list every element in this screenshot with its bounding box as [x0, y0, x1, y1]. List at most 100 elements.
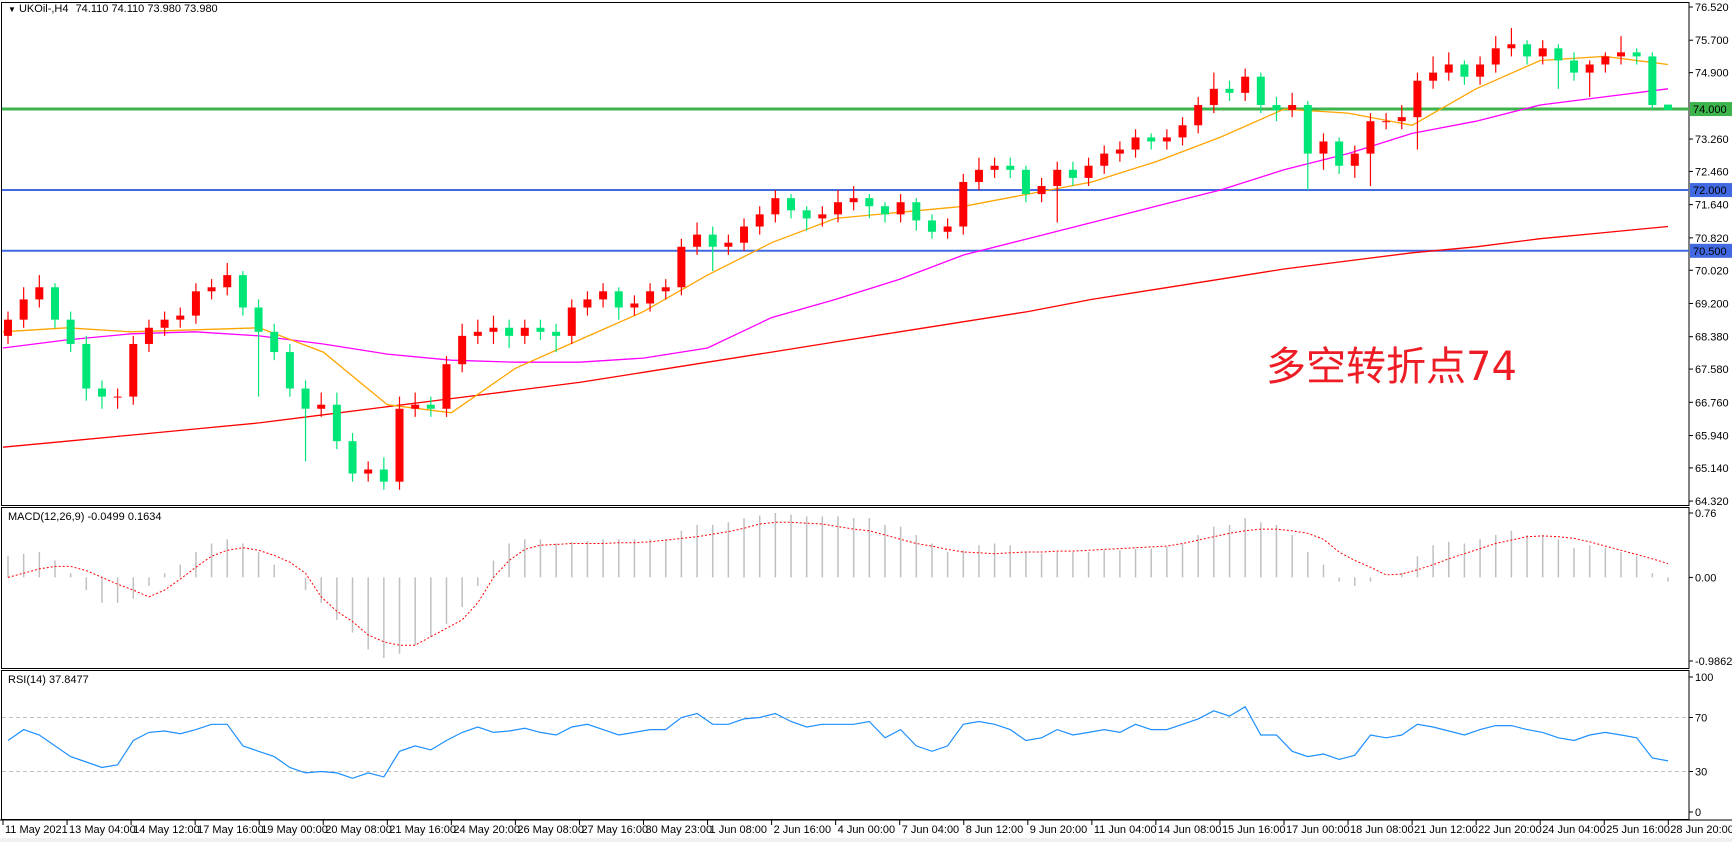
candle-body: [458, 335, 467, 365]
time-tick-label: 14 May 12:00: [133, 824, 200, 836]
candle-body: [1131, 137, 1140, 150]
candle-body: [97, 388, 106, 397]
candle-body: [1272, 105, 1281, 110]
candle-body: [943, 226, 952, 232]
price-tick-label: 64.320: [1695, 496, 1729, 508]
price-tick-label: 76.520: [1695, 2, 1729, 14]
time-tick-label: 17 Jun 00:00: [1286, 824, 1350, 836]
price-tick-label: 65.940: [1695, 430, 1729, 442]
time-tick-label: 15 Jun 16:00: [1222, 824, 1286, 836]
candle-body: [536, 327, 545, 332]
candle-body: [1037, 186, 1046, 195]
rsi-line: [7, 705, 1669, 779]
candle-body: [520, 327, 529, 336]
candle-body: [802, 210, 811, 219]
candle-body: [771, 198, 780, 215]
candle-body: [191, 291, 200, 316]
candle-body: [1350, 153, 1359, 166]
time-tick-label: 30 May 23:00: [646, 824, 713, 836]
price-tick-label: 68.380: [1695, 332, 1729, 344]
time-tick-label: 4 Jun 00:00: [838, 824, 896, 836]
level-price-label: 70.500: [1693, 246, 1727, 258]
price-tick-label: 65.140: [1695, 463, 1729, 475]
candle-body: [35, 287, 44, 300]
candle-body: [755, 214, 764, 227]
candle-body: [1147, 137, 1156, 142]
candle-body: [50, 287, 59, 320]
candle-body: [66, 319, 75, 344]
triangle-down-icon[interactable]: ▼: [8, 5, 16, 14]
candle-body: [834, 202, 842, 215]
candle-body: [1664, 104, 1672, 110]
candle-body: [677, 246, 686, 288]
candle-body: [1006, 165, 1015, 170]
ohlc-readout: 74.110 74.110 73.980 73.980: [75, 3, 218, 15]
candle-body: [1476, 64, 1485, 77]
candle-body: [332, 404, 341, 442]
time-tick-label: 20 May 08:00: [325, 824, 392, 836]
candle-body: [254, 307, 263, 332]
candle-body: [787, 198, 796, 211]
macd-tick-label: -0.9862: [1695, 656, 1732, 668]
moving-average-slow: [2, 225, 1669, 448]
candle-body: [1648, 56, 1657, 106]
candle-body: [1444, 64, 1453, 73]
time-tick-label: 25 Jun 16:00: [1606, 824, 1670, 836]
candle-body: [865, 198, 874, 207]
price-tick-label: 72.460: [1695, 166, 1729, 178]
time-tick-label: 27 May 16:00: [581, 824, 648, 836]
time-tick-label: 11 Jun 04:00: [1094, 824, 1157, 836]
candle-body: [238, 275, 247, 308]
candle-body: [442, 364, 451, 409]
candle-body: [1084, 165, 1093, 178]
candle-body: [285, 352, 294, 389]
rsi-tick-label: 100: [1695, 672, 1713, 684]
candle-body: [1585, 64, 1594, 73]
rsi-label: RSI(14) 37.8477: [8, 674, 89, 686]
candle-body: [1178, 125, 1187, 138]
candle-body: [1319, 141, 1328, 154]
candle-body: [1460, 64, 1469, 77]
rsi-tick-label: 0: [1695, 807, 1701, 819]
candle-body: [1225, 88, 1234, 93]
candle-body: [896, 202, 905, 215]
macd-label: MACD(12,26,9) -0.0499 0.1634: [8, 511, 162, 523]
annotation-text: 多空转折点74: [1266, 344, 1517, 390]
candle-body: [426, 404, 435, 409]
time-tick-label: 8 Jun 12:00: [966, 824, 1024, 836]
price-tick-label: 67.580: [1695, 364, 1729, 376]
level-price-badge: [1690, 183, 1732, 198]
moving-average-mid: [2, 88, 1669, 363]
candle-body: [301, 388, 310, 409]
candle-body: [1397, 117, 1406, 122]
price-tick-label: 69.200: [1695, 298, 1729, 310]
candle-body: [1507, 44, 1516, 49]
macd-tick-label: 0.76: [1695, 508, 1716, 520]
time-tick-label: 21 May 16:00: [389, 824, 456, 836]
candle-body: [1570, 60, 1579, 73]
time-tick-label: 1 Jun 08:00: [710, 824, 768, 836]
moving-average-fast: [2, 55, 1669, 414]
candle-body: [1335, 141, 1344, 166]
time-tick-label: 18 Jun 08:00: [1350, 824, 1414, 836]
price-tick-label: 73.260: [1695, 134, 1729, 146]
candle-body: [1617, 52, 1626, 57]
candle-body: [1601, 56, 1610, 65]
candle-body: [144, 327, 153, 344]
rsi-tick-label: 30: [1695, 767, 1707, 779]
candle-body: [1429, 72, 1438, 81]
status-strip: [0, 838, 1732, 842]
candle-body: [317, 404, 326, 409]
time-tick-label: 9 Jun 20:00: [1030, 824, 1088, 836]
time-tick-label: 24 May 20:00: [453, 824, 520, 836]
time-tick-label: 11 May 2021: [5, 824, 68, 836]
candle-body: [1100, 153, 1109, 166]
candle-body: [599, 291, 608, 300]
price-tick-label: 70.020: [1695, 265, 1729, 277]
candle-body: [708, 234, 717, 247]
candle-body: [818, 214, 827, 219]
main-panel-border: [1, 2, 1690, 506]
level-price-badge: [1690, 243, 1732, 258]
candle-body: [912, 202, 921, 221]
